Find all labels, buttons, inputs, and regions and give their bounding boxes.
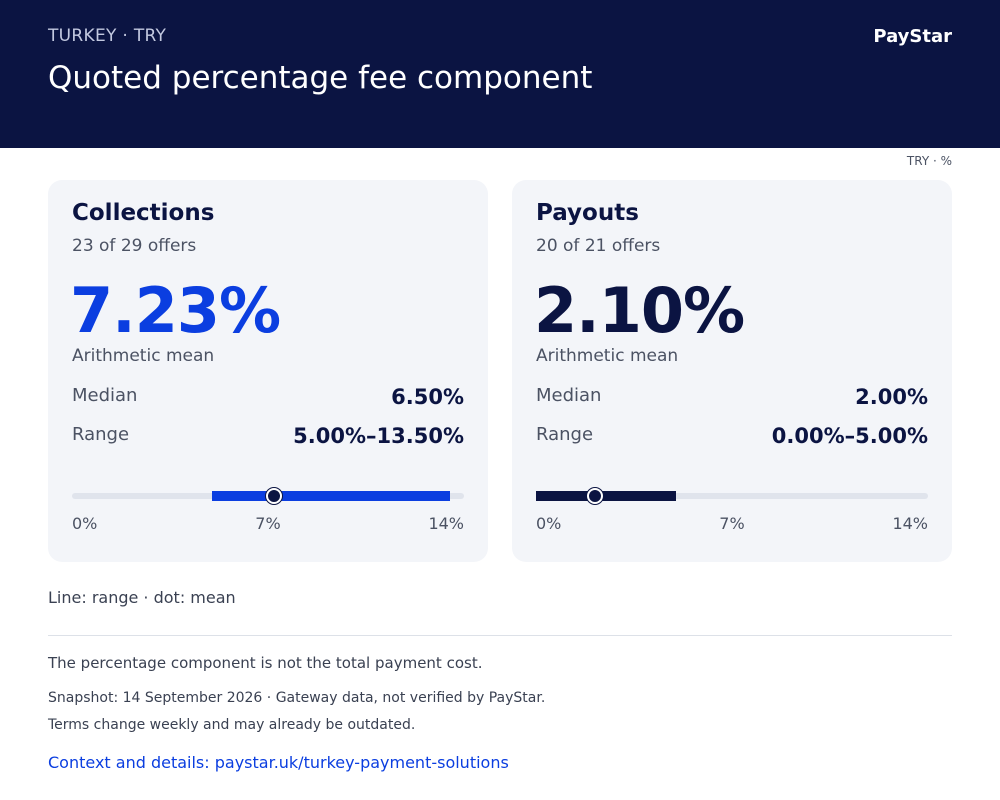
range-track xyxy=(536,488,928,504)
mean-dot xyxy=(266,488,283,504)
details-link[interactable]: Context and details: paystar.uk/turkey-p… xyxy=(48,753,509,772)
card-title: Payouts xyxy=(536,200,639,226)
mean-label: Arithmetic mean xyxy=(72,346,215,366)
range-value: 5.00%–13.50% xyxy=(293,424,464,448)
snapshot-note: Snapshot: 14 September 2026 · Gateway da… xyxy=(48,690,546,706)
mean-dot xyxy=(586,488,603,504)
axis-tick-max: 14% xyxy=(892,514,928,533)
payouts-card: Payouts 20 of 21 offers 2.10% Arithmetic… xyxy=(512,180,952,562)
offer-count: 20 of 21 offers xyxy=(536,236,661,256)
axis-tick-min: 0% xyxy=(72,514,98,533)
range-bar xyxy=(212,491,450,501)
offer-count: 23 of 29 offers xyxy=(72,236,197,256)
axis-tick-min: 0% xyxy=(536,514,562,533)
chart-legend: Line: range · dot: mean xyxy=(48,588,236,607)
range-bar xyxy=(536,491,676,501)
median-label: Median xyxy=(72,385,138,406)
card-title: Collections xyxy=(72,200,215,226)
brand-logo: PayStar xyxy=(873,26,952,47)
mean-value: 2.10% xyxy=(534,274,745,347)
axis-tick-max: 14% xyxy=(428,514,464,533)
collections-card: Collections 23 of 29 offers 7.23% Arithm… xyxy=(48,180,488,562)
range-value: 0.00%–5.00% xyxy=(771,424,928,448)
page-header: TURKEY · TRY Quoted percentage fee compo… xyxy=(0,0,1000,148)
unit-label: TRY · % xyxy=(906,154,952,168)
axis-tick-mid: 7% xyxy=(719,514,745,533)
mean-label: Arithmetic mean xyxy=(536,346,679,366)
range-track xyxy=(72,488,464,504)
divider xyxy=(48,635,952,636)
page-title: Quoted percentage fee component xyxy=(48,60,593,96)
country-currency-label: TURKEY · TRY xyxy=(48,26,167,46)
median-label: Median xyxy=(536,385,602,406)
mean-value: 7.23% xyxy=(70,274,281,347)
disclaimer-note: Terms change weekly and may already be o… xyxy=(48,717,416,733)
median-value: 6.50% xyxy=(391,385,464,409)
axis-tick-mid: 7% xyxy=(255,514,281,533)
range-label: Range xyxy=(72,424,130,445)
median-value: 2.00% xyxy=(855,385,928,409)
range-label: Range xyxy=(536,424,594,445)
footnote: The percentage component is not the tota… xyxy=(48,654,483,672)
